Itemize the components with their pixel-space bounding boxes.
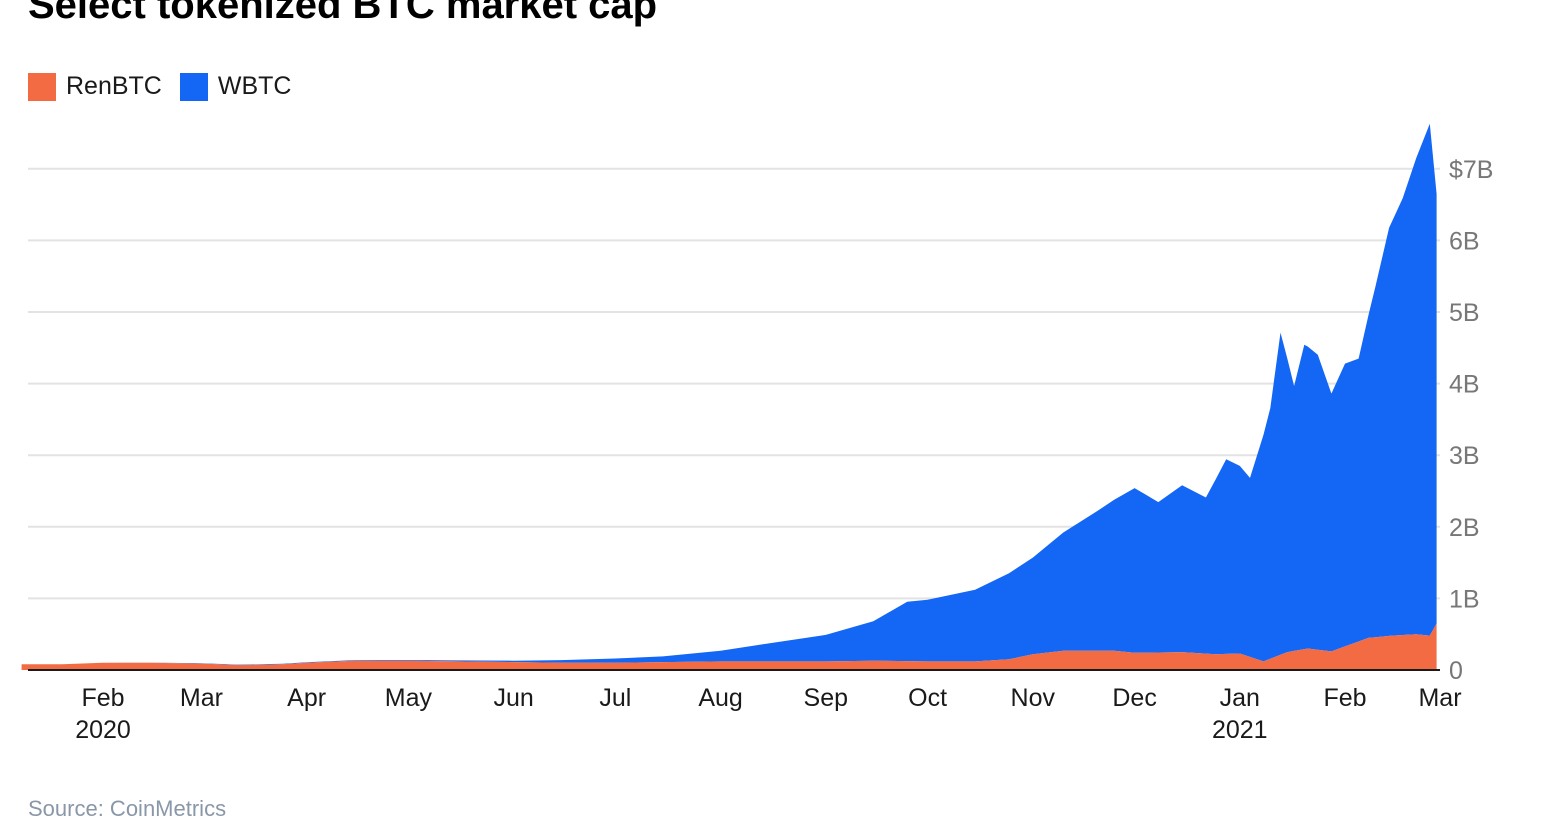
x-tick-label: Mar [1418,684,1461,712]
x-tick-label: Sep [804,684,848,712]
x-tick-label: Oct [908,684,947,712]
legend-item-wbtc: WBTC [179,72,292,101]
area-wbtc [21,123,1437,665]
x-tick-label: Nov [1011,684,1056,712]
x-tick-label: Jan [1220,684,1260,712]
x-tick-label: Feb [81,684,124,712]
y-tick-label: 1B [1449,585,1480,613]
x-tick-label: Aug [698,684,742,712]
x-axis-labels: Feb 2020 Mar Apr May Jun Jul Aug Sep Oct Nov Dec Jan… [75,684,1461,744]
legend-swatch-renbtc [28,72,56,101]
chart-title: Select tokenized BTC market cap [28,0,658,27]
y-tick-label: 5B [1449,299,1480,327]
legend-label-renbtc: RenBTC [66,72,162,100]
legend-swatch-wbtc [179,72,208,101]
source-note: Source: CoinMetrics [28,796,227,821]
x-tick-label: May [385,684,433,712]
y-tick-label: 6B [1449,227,1480,255]
legend-label-wbtc: WBTC [217,72,292,100]
x-tick-year-label: 2020 [75,716,131,744]
y-tick-label: $7B [1449,156,1493,184]
legend: RenBTC WBTC [28,72,299,101]
y-axis-labels: 0 1B 2B 3B 4B 5B 6B $7B [1449,156,1493,685]
x-tick-year-label: 2021 [1212,716,1268,744]
x-tick-label: Apr [287,684,326,712]
y-tick-label: 2B [1449,514,1480,542]
x-tick-label: Mar [180,684,223,712]
area-renbtc [21,623,1437,670]
legend-item-renbtc: RenBTC [28,72,162,101]
y-tick-label: 0 [1449,657,1463,685]
x-tick-label: Jul [599,684,631,712]
x-tick-label: Jun [493,684,533,712]
y-tick-label: 4B [1449,371,1480,399]
gridlines [28,167,1440,600]
x-tick-label: Dec [1112,684,1156,712]
y-tick-label: 3B [1449,442,1480,470]
x-tick-label: Feb [1323,684,1366,712]
series-areas [21,123,1437,670]
